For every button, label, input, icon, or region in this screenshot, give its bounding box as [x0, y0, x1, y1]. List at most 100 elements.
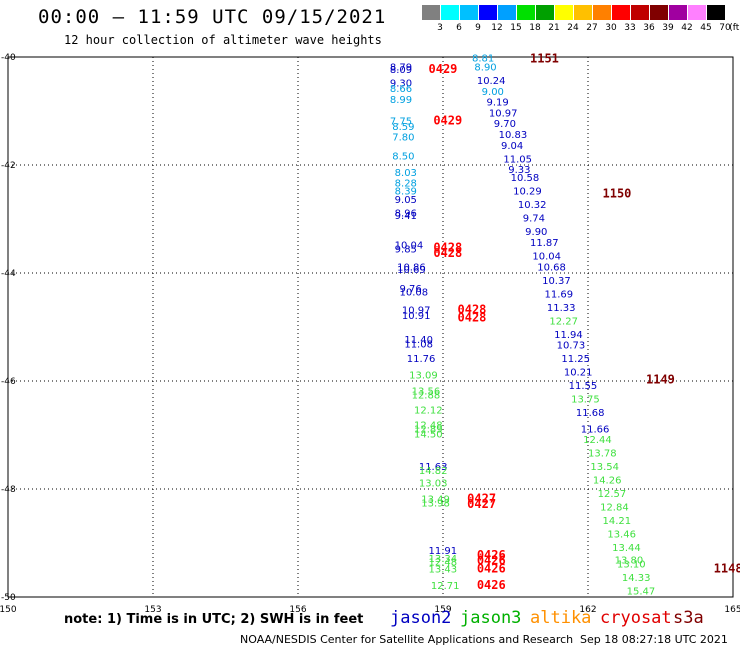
color-scale-swatch — [612, 5, 630, 20]
swh-value-label: 13.34 — [429, 554, 458, 565]
swh-value-label: 11.08 — [404, 340, 433, 351]
swh-value-label: 12.89 — [414, 424, 443, 435]
swh-value-label: 12.84 — [600, 503, 629, 514]
lon-tick-label: 153 — [144, 605, 161, 615]
swh-value-label: 12.48 — [414, 421, 443, 432]
swh-value-label: 12.71 — [431, 581, 460, 592]
pass-number-label: 0426 — [477, 562, 506, 576]
swh-value-label: 13.78 — [588, 449, 617, 460]
pass-number-label: 0428 — [433, 246, 462, 260]
swh-value-label: 11.91 — [429, 546, 458, 557]
lon-tick-label: 159 — [434, 605, 451, 615]
color-scale-label: 30 — [605, 23, 617, 33]
swh-value-label: 13.49 — [421, 495, 450, 506]
swh-value-label: 8.96 — [395, 208, 417, 219]
pass-number-label: 0426 — [477, 578, 506, 592]
swh-value-label: 14.21 — [603, 516, 632, 527]
color-scale-swatch — [650, 5, 668, 20]
swh-value-label: 9.30 — [390, 79, 412, 90]
swh-value-label: 8.50 — [392, 152, 414, 163]
color-scale-label: 18 — [529, 23, 541, 33]
color-scale-swatch — [536, 5, 554, 20]
swh-value-label: 10.04 — [532, 252, 561, 263]
swh-value-label: 8.28 — [395, 179, 417, 190]
color-scale-label: 42 — [681, 23, 693, 33]
swh-value-label: 8.03 — [395, 168, 417, 179]
swh-value-label: 13.44 — [612, 543, 641, 554]
swh-value-label: 10.21 — [564, 368, 593, 379]
swh-value-label: 8.59 — [392, 122, 414, 133]
lon-tick-label: 162 — [579, 605, 596, 615]
color-scale-label: 12 — [491, 23, 503, 33]
map-subtitle: 12 hour collection of altimeter wave hei… — [64, 33, 382, 47]
swh-value-label: 13.03 — [419, 478, 448, 489]
swh-value-label: 12.27 — [549, 316, 578, 327]
color-scale-label: 3 — [437, 23, 443, 33]
swh-value-label: 9.76 — [400, 284, 422, 295]
swh-value-label: 13.46 — [607, 530, 636, 541]
color-scale-label: 24 — [567, 23, 579, 33]
swh-value-label: 9.85 — [395, 244, 417, 255]
swh-value-label: 11.68 — [576, 408, 605, 419]
swh-value-label: 10.83 — [499, 130, 528, 141]
swh-value-label: 10.08 — [400, 288, 429, 299]
swh-value-label: 11.40 — [404, 335, 433, 346]
swh-value-label: 14.82 — [419, 466, 448, 477]
color-scale-swatch — [555, 5, 573, 20]
color-scale-label: 36 — [643, 23, 655, 33]
lat-tick-label: -48 — [1, 485, 16, 495]
swh-value-label: 10.32 — [518, 200, 547, 211]
swh-value-label: 12.48 — [429, 558, 458, 569]
color-scale-label: 27 — [586, 23, 598, 33]
swh-value-label: 8.90 — [474, 63, 496, 74]
swh-value-label: 12.88 — [412, 390, 441, 401]
swh-value-label: 13.80 — [615, 556, 644, 567]
pass-number-label: 1150 — [603, 186, 632, 200]
lat-tick-label: -40 — [1, 53, 16, 63]
swh-value-label: 11.33 — [547, 303, 576, 314]
swh-value-label: 8.79 — [390, 63, 412, 74]
swh-value-label: 12.57 — [598, 489, 627, 500]
swh-value-label: 7.75 — [390, 117, 412, 128]
color-scale-swatch — [593, 5, 611, 20]
pass-number-label: 0427 — [467, 492, 496, 506]
color-scale-swatch — [631, 5, 649, 20]
swh-value-label: 10.29 — [513, 187, 542, 198]
swh-value-label: 10.37 — [542, 276, 571, 287]
legend-entry-cryosat: cryosat — [600, 608, 672, 628]
swh-value-label: 10.97 — [402, 306, 431, 317]
color-scale-unit: (ft) — [729, 23, 740, 33]
swh-value-label: 8.09 — [390, 65, 412, 76]
lat-tick-label: -44 — [1, 269, 16, 279]
swh-value-label: 9.05 — [395, 195, 417, 206]
swh-value-label: 11.94 — [554, 330, 583, 341]
swh-value-label: 11.66 — [581, 424, 610, 435]
pass-number-label: 0429 — [429, 62, 458, 76]
swh-value-label: 9.00 — [482, 87, 504, 98]
lat-tick-label: -42 — [1, 161, 16, 171]
swh-value-label: 10.69 — [397, 265, 426, 276]
swh-value-label: 13.98 — [421, 498, 450, 509]
swh-value-label: 9.33 — [508, 165, 530, 176]
swh-value-label: 9.19 — [487, 98, 509, 109]
color-scale-label: 33 — [624, 23, 636, 33]
footer-note: note: 1) Time is in UTC; 2) SWH is in fe… — [64, 612, 364, 627]
pass-number-label: 0428 — [458, 311, 487, 325]
swh-value-label: 11.05 — [503, 154, 532, 165]
swh-value-label: 15.47 — [627, 586, 656, 597]
swh-value-label: 10.73 — [557, 341, 586, 352]
swh-value-label: 11.87 — [530, 238, 559, 249]
legend-entry-s3a: s3a — [673, 608, 704, 628]
swh-value-label: 10.04 — [395, 241, 424, 252]
lat-tick-label: -46 — [1, 377, 16, 387]
swh-value-label: 14.26 — [593, 476, 622, 487]
color-scale-swatch — [460, 5, 478, 20]
color-scale-swatch — [441, 5, 459, 20]
pass-number-label: 0427 — [467, 497, 496, 511]
swh-value-label: 13.54 — [590, 462, 619, 473]
swh-value-label: 11.76 — [407, 354, 436, 365]
pass-number-label: 1151 — [530, 51, 559, 65]
lon-tick-label: 150 — [0, 605, 17, 615]
swh-value-label: 9.74 — [523, 214, 545, 225]
swh-value-label: 10.97 — [489, 108, 518, 119]
